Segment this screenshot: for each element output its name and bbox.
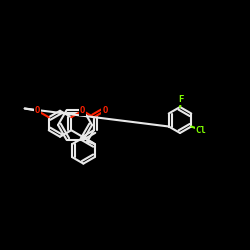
Text: F: F	[179, 95, 184, 104]
Text: Cl: Cl	[196, 126, 206, 134]
Text: O: O	[35, 106, 40, 115]
Text: O: O	[102, 106, 108, 115]
Text: O: O	[80, 106, 85, 115]
